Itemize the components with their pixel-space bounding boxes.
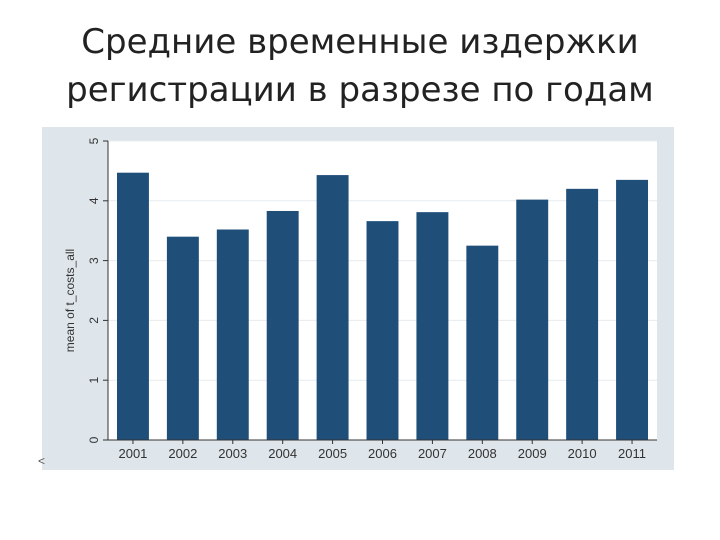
bar [516, 199, 549, 440]
bar [266, 210, 299, 440]
x-tick-label: 2007 [418, 446, 447, 461]
x-tick-label: 2006 [368, 446, 397, 461]
bar-chart: 0 1 2 3 4 5 2001 2002 2003 2004 2005 2006 2007 2008 20… [63, 137, 657, 461]
x-tick-label: 2002 [168, 446, 197, 461]
x-tick-label: 2001 [118, 446, 147, 461]
x-tick-label: 2010 [568, 446, 597, 461]
y-axis-title: mean of t_costs_all [63, 249, 77, 352]
x-tick-label: 2005 [318, 446, 347, 461]
bar [216, 229, 249, 440]
x-tick-label: 2004 [268, 446, 297, 461]
x-tick-label: 2003 [218, 446, 247, 461]
y-tick-label: 1 [87, 377, 101, 384]
x-tick-label: 2008 [468, 446, 497, 461]
y-tick-label: 4 [87, 197, 101, 204]
slide-title-line-2: регистрации в разрезе по годам [66, 70, 654, 110]
bar [416, 212, 449, 440]
y-tick-label: 2 [87, 317, 101, 324]
x-tick-label: 2011 [618, 446, 646, 461]
slide-title-line-1: Средние временные издержки [81, 22, 639, 62]
bar [366, 221, 399, 440]
y-tick-label: 0 [87, 436, 101, 443]
stray-mark: < [38, 454, 46, 468]
bar [616, 179, 649, 440]
x-tick-label: 2009 [518, 446, 547, 461]
y-tick-label: 5 [87, 137, 101, 144]
bar [116, 172, 149, 440]
y-tick-label: 3 [87, 257, 101, 264]
bar [566, 188, 599, 440]
bar [466, 245, 499, 440]
bar [166, 236, 199, 440]
chart-frame: 0 1 2 3 4 5 2001 2002 2003 2004 2005 2006 2007 2008 20… [42, 127, 674, 470]
slide-title: Средние временные издержки регистрации в… [40, 18, 680, 114]
bar [316, 175, 349, 440]
